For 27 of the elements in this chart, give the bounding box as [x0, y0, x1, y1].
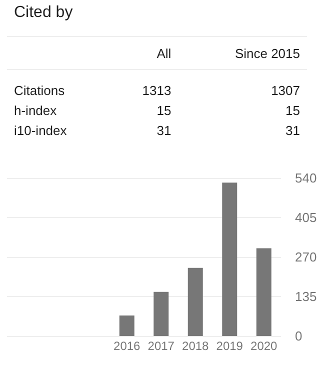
- x-tick-label: 2020: [250, 339, 278, 353]
- bar: [119, 316, 134, 336]
- bar: [256, 248, 272, 336]
- x-tick-label: 2016: [114, 339, 141, 353]
- x-tick-label: 2017: [148, 339, 175, 353]
- y-tick-label: 0: [295, 328, 302, 344]
- y-tick-label: 405: [295, 210, 317, 225]
- text: 15: [284, 102, 301, 120]
- text: 31: [284, 122, 301, 140]
- y-tick-label: 135: [295, 289, 317, 304]
- text: All: [156, 44, 172, 62]
- text: 15: [156, 102, 172, 120]
- text: h-index: [13, 102, 58, 120]
- x-tick-label: 2018: [182, 339, 210, 353]
- text: Since 2015: [234, 44, 301, 62]
- text: 1313: [141, 82, 172, 100]
- x-tick-label: 2019: [216, 339, 244, 353]
- text: 31: [156, 122, 172, 140]
- bar: [154, 292, 169, 336]
- bar: [188, 268, 203, 336]
- bar: [222, 182, 238, 336]
- y-tick-label: 540: [295, 170, 317, 186]
- text: i10-index: [13, 122, 68, 140]
- y-tick-label: 270: [295, 250, 317, 264]
- text: Citations: [13, 82, 66, 100]
- chart-title: Cited by: [14, 4, 73, 22]
- text: 1307: [270, 82, 301, 100]
